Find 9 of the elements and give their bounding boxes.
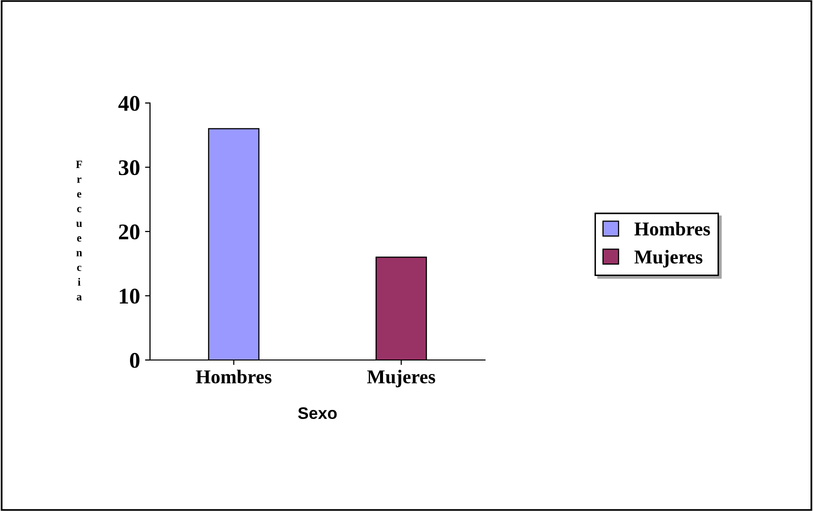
y-tick-label: 10 — [120, 288, 140, 304]
y-tick-label: 0 — [130, 352, 140, 368]
y-tick-label: 40 — [118, 96, 140, 111]
text: Frecuencia — [76, 160, 82, 300]
legend-label: Mujeres — [634, 250, 702, 268]
y-tick-label: 20 — [118, 224, 140, 240]
legend-label: Hombres — [634, 222, 710, 236]
x-axis-title: Sexo — [298, 407, 337, 420]
y-tick-label: 30 — [118, 160, 140, 176]
